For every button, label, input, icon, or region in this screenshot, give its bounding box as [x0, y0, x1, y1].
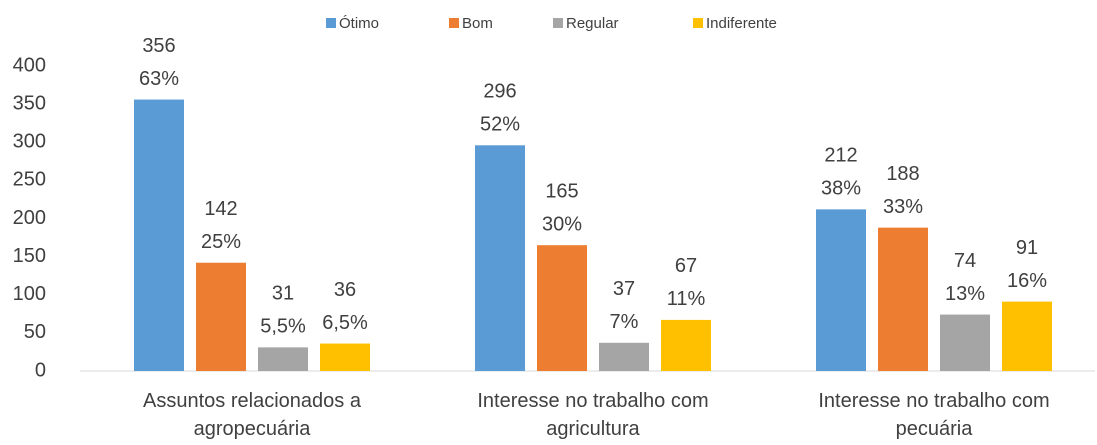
- legend-swatch: [553, 18, 563, 28]
- bar: [320, 343, 370, 371]
- data-label: 165: [545, 180, 578, 202]
- data-label: 91: [1016, 237, 1038, 259]
- y-tick-label: 200: [13, 207, 46, 229]
- legend-swatch: [326, 18, 336, 28]
- data-label: 37: [613, 278, 635, 300]
- data-label: 31: [272, 283, 294, 305]
- data-label: 11%: [667, 288, 706, 310]
- legend-label: Indiferente: [706, 15, 777, 32]
- data-label: 296: [483, 81, 516, 103]
- y-tick-label: 150: [13, 245, 46, 267]
- bar: [940, 314, 990, 371]
- data-label: 67: [675, 255, 697, 277]
- data-label: 13%: [945, 283, 985, 305]
- legend-label: Ótimo: [339, 15, 379, 32]
- y-tick-label: 0: [35, 359, 46, 381]
- legend-swatch: [693, 18, 703, 28]
- legend-label: Regular: [566, 15, 619, 32]
- data-label: 33%: [883, 196, 923, 218]
- x-tick-label: Interesse no trabalho com pecuária: [818, 390, 1049, 440]
- bar: [816, 209, 866, 371]
- bar: [661, 319, 711, 371]
- bar: [878, 227, 928, 371]
- x-tick-line: pecuária: [896, 418, 974, 440]
- data-label: 142: [204, 198, 237, 220]
- bar: [537, 245, 587, 371]
- data-label: 30%: [542, 213, 582, 235]
- x-tick-line: agricultura: [546, 418, 640, 440]
- x-tick-label: Interesse no trabalho com agricultura: [477, 390, 708, 440]
- x-tick-label: Assuntos relacionados a agropecuária: [143, 390, 362, 440]
- data-label: 188: [886, 163, 919, 185]
- legend-label: Bom: [462, 15, 493, 32]
- y-tick-label: 300: [13, 131, 46, 153]
- x-tick-line: Interesse no trabalho com: [477, 390, 708, 412]
- bar: [1002, 301, 1052, 371]
- y-tick-label: 350: [13, 92, 46, 114]
- bar: [196, 262, 246, 371]
- legend-swatch: [449, 18, 459, 28]
- bar: [134, 99, 184, 372]
- y-tick-label: 50: [24, 321, 46, 343]
- data-label: 52%: [480, 114, 520, 136]
- data-label: 356: [142, 35, 175, 57]
- y-tick-label: 100: [13, 283, 46, 305]
- y-tick-label: 400: [13, 54, 46, 76]
- bar: [475, 145, 525, 371]
- data-label: 74: [954, 250, 976, 272]
- data-label: 36: [334, 279, 356, 301]
- x-tick-line: Interesse no trabalho com: [818, 390, 1049, 412]
- x-tick-line: agropecuária: [194, 418, 312, 440]
- data-label: 63%: [139, 68, 179, 90]
- data-label: 38%: [821, 178, 861, 200]
- bar: [258, 347, 308, 371]
- data-label: 7%: [610, 311, 639, 333]
- data-label: 6,5%: [322, 312, 368, 334]
- data-label: 25%: [201, 231, 241, 253]
- y-tick-label: 250: [13, 169, 46, 191]
- data-label: 16%: [1007, 270, 1047, 292]
- bar: [599, 342, 649, 371]
- data-label: 5,5%: [260, 316, 306, 338]
- x-tick-line: Assuntos relacionados a: [143, 390, 362, 412]
- data-label: 212: [824, 145, 857, 167]
